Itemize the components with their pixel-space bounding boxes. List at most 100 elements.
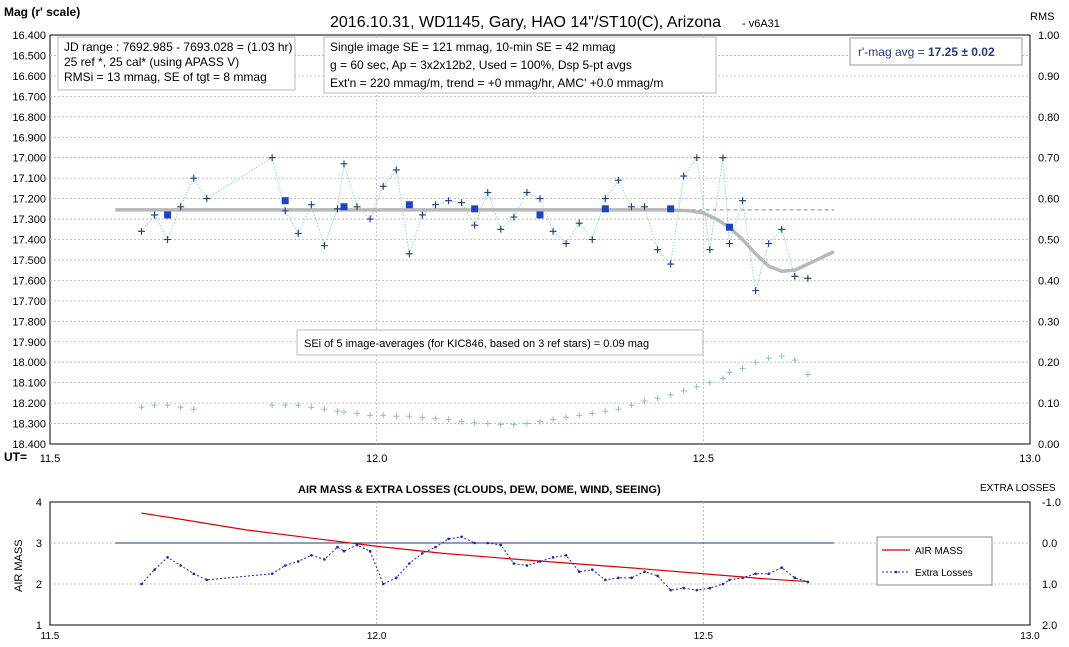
light-curve-rms-tick-label: 0.60: [1038, 194, 1059, 206]
info-box-photometry-line: Ext'n = 220 mmag/m, trend = +0 mmag/hr, …: [330, 76, 663, 90]
extra-losses-point: [205, 578, 209, 582]
extra-losses-point: [270, 572, 274, 576]
rms-point: [778, 353, 785, 360]
extra-losses-point: [421, 551, 424, 555]
individual-measurement-point: [281, 207, 289, 215]
rms-point: [523, 420, 530, 427]
individual-measurement-point: [164, 236, 172, 243]
light-curve-rms-tick-label: 0.90: [1038, 71, 1059, 83]
air-mass-y-tick-label: 3: [36, 538, 42, 550]
light-curve-x-axis-label: UT=: [4, 450, 27, 464]
rms-point: [804, 371, 811, 378]
legend-label-air-mass: AIR MASS: [915, 546, 963, 557]
extra-losses-point: [140, 582, 143, 586]
individual-measurement-point: [549, 227, 557, 235]
light-curve-y-tick-label: 17.000: [12, 153, 46, 165]
individual-measurement-point: [791, 272, 799, 280]
air-mass-y-axis-label: AIR MASS: [13, 539, 25, 592]
individual-measurement-point: [405, 250, 413, 258]
five-point-average-marker: [536, 211, 544, 219]
rms-point: [719, 375, 726, 382]
rms-point: [680, 387, 687, 394]
extra-losses-point: [656, 574, 659, 578]
extra-losses-point: [310, 554, 313, 557]
light-curve-y-tick-label: 18.100: [12, 378, 46, 390]
light-curve-title: 2016.10.31, WD1145, Gary, HAO 14"/ST10(C…: [330, 14, 721, 31]
light-curve-x-tick-labels: 11.5 12.0 12.5 13.0: [40, 453, 1041, 465]
rms-point: [432, 415, 439, 422]
individual-measurement-point: [484, 188, 492, 196]
individual-measurement-point: [366, 215, 374, 223]
extra-losses-point: [434, 545, 437, 549]
info-box-photometry-line: g = 60 sec, Ap = 3x2x12b2, Used = 100%, …: [330, 58, 632, 72]
light-curve-x-tick-label: 12.0: [366, 453, 387, 465]
average-magnitude-label: r'-mag avg = 17.25 ± 0.02: [858, 45, 995, 59]
info-box-photometry: [323, 36, 717, 94]
individual-measurement-point: [536, 195, 544, 203]
extra-losses-point: [499, 543, 503, 547]
extra-losses-point: [604, 578, 607, 582]
rms-point: [354, 410, 361, 417]
info-box-observation-line: RMSi = 13 mmag, SE of tgt = 8 mmag: [64, 70, 267, 84]
five-point-average-marker: [164, 211, 172, 219]
light-curve-y-tick-label: 18.200: [12, 398, 46, 410]
individual-measurement-point: [765, 240, 773, 248]
rms-point: [537, 418, 543, 425]
five-point-average-marker: [340, 203, 348, 211]
individual-measurement-point: [294, 229, 302, 237]
individual-measurement-point: [739, 197, 747, 205]
extra-losses-point: [754, 572, 757, 576]
info-box-photometry-line: Single image SE = 121 mmag, 10-min SE = …: [330, 40, 615, 54]
individual-measurement-point: [353, 203, 361, 211]
individual-measurement-point: [151, 211, 159, 219]
light-curve-y-tick-label: 18.400: [12, 439, 46, 451]
rms-point: [706, 379, 713, 386]
air-mass-x-tick-label: 13.0: [1020, 631, 1040, 642]
individual-measurement-point: [641, 203, 649, 211]
individual-measurement-point: [340, 160, 348, 168]
individual-measurement-point: [418, 211, 426, 219]
extra-losses-point: [394, 576, 398, 580]
air-mass-y-tick-labels: 4 3 2 1: [36, 497, 42, 632]
individual-measurement-point: [588, 236, 596, 243]
extra-losses-point: [473, 541, 476, 545]
light-curve-y-tick-label: 16.400: [12, 30, 46, 42]
individual-measurement-point: [458, 199, 466, 207]
individual-measurement-point: [510, 213, 518, 221]
individual-measurement-point: [614, 176, 622, 184]
rms-point: [177, 404, 184, 411]
info-box-observation-line: JD range : 7692.985 - 7693.028 = (1.03 h…: [64, 40, 293, 54]
light-curve-rms-axis-label: RMS: [1030, 11, 1054, 23]
light-curve-subtitle: - v6A31: [742, 18, 780, 30]
individual-measurement-point: [431, 201, 439, 209]
extra-losses-point: [355, 543, 359, 547]
rms-point: [589, 410, 596, 417]
rms-point: [654, 395, 661, 402]
individual-measurement-point: [190, 174, 198, 182]
extra-losses-point: [721, 582, 725, 586]
rms-point: [367, 412, 374, 419]
five-point-average-marker: [601, 205, 609, 213]
rms-point: [791, 357, 798, 364]
info-box-observation-line: 25 ref *, 25 cal* (using APASS V): [64, 55, 239, 69]
light-curve-x-tick-label: 11.5: [40, 453, 61, 465]
extra-losses-tick-labels: -1.0 0.0 1.0 2.0: [1042, 497, 1061, 632]
extra-losses-point: [166, 556, 169, 559]
extra-losses-point: [342, 549, 346, 553]
individual-measurement-point: [177, 203, 185, 211]
individual-measurement-point: [523, 188, 531, 196]
extra-losses-point: [741, 576, 744, 580]
rms-point: [641, 398, 648, 405]
sei-note-text: SEi of 5 image-averages (for KIC846, bas…: [304, 338, 649, 350]
air-mass-title: AIR MASS & EXTRA LOSSES (CLOUDS, DEW, DO…: [298, 484, 661, 496]
extra-losses-point: [682, 586, 686, 590]
light-curve-y-tick-label: 16.700: [12, 91, 46, 103]
light-curve-marks: [115, 154, 835, 428]
extra-losses-tick-label: 1.0: [1042, 579, 1057, 591]
rms-point: [380, 412, 387, 419]
extra-losses-point: [153, 568, 156, 571]
extra-losses-point: [368, 549, 372, 553]
extra-losses-point: [617, 576, 620, 580]
light-curve-y-tick-label: 16.800: [12, 112, 46, 124]
five-point-average-marker: [405, 201, 413, 209]
